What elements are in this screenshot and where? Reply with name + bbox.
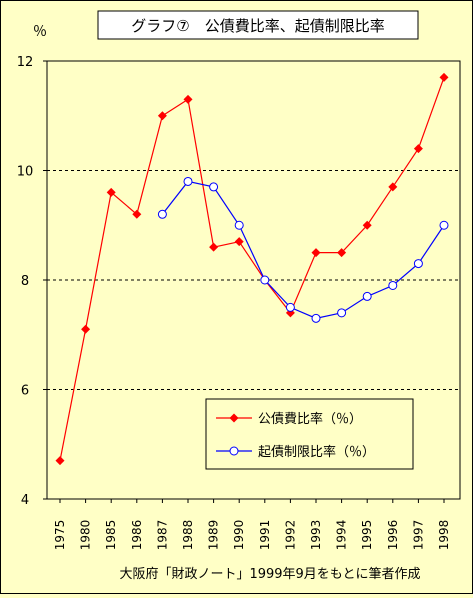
data-point: [209, 182, 219, 192]
data-point: [81, 324, 91, 334]
x-tick-label: 1993: [309, 520, 323, 551]
data-point: [388, 182, 398, 192]
x-tick-label: 1991: [258, 520, 272, 551]
legend-marker-public-debt: [229, 413, 239, 423]
data-point: [55, 456, 65, 466]
series-line: [59, 77, 445, 461]
legend-label-bond-restriction: 起債制限比率（％）: [258, 444, 375, 460]
x-tick-label: 1980: [79, 520, 93, 551]
x-tick-label: 1988: [181, 520, 195, 551]
y-axis: 4 6 8 10 12: [17, 55, 47, 508]
legend-box: [205, 398, 414, 470]
data-point: [285, 302, 295, 312]
x-tick-label: 1992: [283, 520, 297, 551]
title-box: [97, 10, 419, 40]
x-tick-label: 1996: [386, 520, 400, 551]
x-tick-label: 1975: [53, 520, 67, 551]
legend-label-public-debt: 公債費比率（％）: [258, 411, 362, 427]
gridlines: [47, 170, 460, 390]
data-point: [234, 220, 244, 230]
y-tick-label: 12: [17, 55, 34, 70]
data-point: [413, 259, 423, 269]
x-tick-label: 1998: [437, 520, 451, 551]
x-tick-label: 1985: [104, 520, 118, 551]
x-tick-label: 1989: [207, 520, 221, 551]
x-tick-label: 1986: [130, 520, 144, 551]
x-tick-label: 1987: [155, 520, 169, 551]
data-point: [337, 248, 347, 258]
data-point: [439, 220, 449, 230]
y-tick-label: 8: [21, 274, 29, 289]
legend-marker-bond-restriction: [229, 446, 239, 456]
data-point: [388, 280, 398, 290]
data-point: [209, 242, 219, 252]
data-point: [337, 308, 347, 318]
data-point: [362, 220, 372, 230]
x-tick-label: 1997: [411, 520, 425, 551]
data-point: [157, 209, 167, 219]
source-caption: 大阪府「財政ノート」1999年9月をもとに筆者作成: [119, 567, 420, 582]
series-layer: [55, 72, 449, 466]
series-bond-restriction-ratio: [157, 176, 449, 323]
data-point: [311, 313, 321, 323]
data-point: [362, 291, 372, 301]
data-point: [234, 237, 244, 247]
y-tick-label: 6: [21, 384, 29, 399]
x-axis: 1975 1980 1985 1986 1987 1988 1989 1990 1991 1992…: [53, 499, 451, 550]
data-point: [157, 111, 167, 121]
y-tick-label: 4: [21, 493, 29, 508]
data-point: [439, 72, 449, 82]
data-point: [106, 187, 116, 197]
data-point: [311, 248, 321, 258]
x-tick-label: 1994: [335, 520, 349, 551]
chart-title: グラフ⑦ 公債費比率、起債制限比率: [131, 17, 384, 35]
x-tick-label: 1990: [232, 520, 246, 551]
x-tick-label: 1995: [360, 520, 374, 551]
data-point: [183, 94, 193, 104]
data-point: [260, 275, 270, 285]
y-tick-label: 10: [17, 165, 34, 180]
data-point: [183, 176, 193, 186]
data-point: [413, 144, 423, 154]
data-point: [132, 209, 142, 219]
legend: 公債費比率（％） 起債制限比率（％）: [205, 398, 414, 470]
y-axis-unit-label: ％: [33, 24, 47, 40]
